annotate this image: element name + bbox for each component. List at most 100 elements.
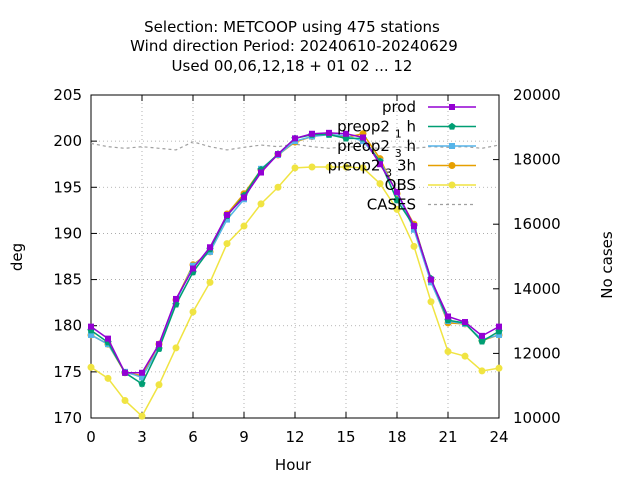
data-point-prod xyxy=(428,276,434,283)
axis-ticks: 0 3 6 9 12 15 18 21 24 170 175 180 185 190 195 200 205 10… xyxy=(53,86,560,446)
data-point-OBS xyxy=(427,298,435,306)
legend-label: preop2 3 h xyxy=(337,137,416,160)
data-point-prod xyxy=(156,341,162,348)
data-point-OBS xyxy=(393,205,401,213)
data-point-prod xyxy=(309,130,315,137)
y-tick-label: 200 xyxy=(53,132,82,150)
data-point-prod xyxy=(275,151,281,158)
y-tick-label: 180 xyxy=(53,317,82,335)
legend-marker xyxy=(448,162,456,169)
data-point-OBS xyxy=(274,183,282,191)
y-tick-label: 185 xyxy=(53,271,82,289)
data-point-prod xyxy=(241,194,247,201)
title-line-3: Used 00,06,12,18 + 01 02 ... 12 xyxy=(172,57,413,75)
data-point-prod xyxy=(173,295,179,302)
data-point-OBS xyxy=(291,164,299,172)
data-point-prod xyxy=(139,369,145,376)
series-layer xyxy=(87,129,503,420)
legend-marker xyxy=(449,143,455,149)
title-line-2: Wind direction Period: 20240610-20240629 xyxy=(130,37,458,55)
data-point-OBS xyxy=(359,164,367,172)
data-point-preop2_1h xyxy=(478,337,486,345)
data-point-preop2_3h xyxy=(139,374,145,381)
data-point-preop2_1h xyxy=(393,196,401,204)
data-point-prod xyxy=(445,313,451,320)
data-point-prod xyxy=(258,169,264,176)
data-point-prod xyxy=(190,265,196,272)
series-OBS xyxy=(87,163,503,420)
series-prod xyxy=(88,129,502,376)
y2-tick-label: 16000 xyxy=(513,215,561,233)
data-point-prod xyxy=(326,129,332,136)
data-point-OBS xyxy=(308,163,316,171)
data-point-prod xyxy=(292,135,298,142)
legend-marker xyxy=(449,104,455,110)
data-point-OBS xyxy=(342,163,350,171)
x-tick-label: 21 xyxy=(438,428,457,446)
data-point-OBS xyxy=(104,374,112,382)
data-point-OBS xyxy=(155,381,163,389)
data-point-prod xyxy=(462,319,468,326)
title-line-1: Selection: METCOOP using 475 stations xyxy=(144,18,440,36)
chart-title: Selection: METCOOP using 475 stations Wi… xyxy=(130,18,458,75)
legend-item-OBS: OBS xyxy=(385,176,476,194)
x-tick-label: 9 xyxy=(239,428,249,446)
data-point-prod xyxy=(343,130,349,137)
legend-label: prod xyxy=(382,98,416,116)
data-point-prod xyxy=(360,134,366,141)
y2-tick-label: 10000 xyxy=(513,409,561,427)
data-point-preop2_3h xyxy=(411,226,417,233)
data-point-OBS xyxy=(410,242,418,250)
legend-label: preop2 1 h xyxy=(337,118,416,141)
y-tick-label: 195 xyxy=(53,178,82,196)
x-axis-label: Hour xyxy=(275,456,312,474)
y-tick-label: 205 xyxy=(53,86,82,104)
legend-item-preop2_3h: preop2 3 h xyxy=(337,137,476,160)
data-point-OBS xyxy=(325,163,333,171)
data-point-prod xyxy=(224,211,230,218)
data-point-prod xyxy=(122,369,128,376)
y-tick-label: 175 xyxy=(53,363,82,381)
data-point-prod xyxy=(479,332,485,339)
x-tick-label: 12 xyxy=(285,428,304,446)
data-point-prod xyxy=(207,244,213,251)
x-tick-label: 24 xyxy=(489,428,508,446)
data-point-prod xyxy=(394,188,400,195)
data-point-OBS xyxy=(138,412,146,420)
legend-label: preop2 3 3h xyxy=(328,157,416,180)
y2-tick-label: 14000 xyxy=(513,280,561,298)
data-point-OBS xyxy=(172,344,180,352)
y2-tick-label: 12000 xyxy=(513,344,561,362)
legend-item-preop2_3h_b: preop2 3 3h xyxy=(328,157,476,180)
data-point-prod xyxy=(88,323,94,330)
data-point-OBS xyxy=(87,363,95,371)
y2-axis-label: No cases xyxy=(598,231,616,299)
data-point-preop2_1h xyxy=(138,380,146,387)
data-point-prod xyxy=(105,335,111,342)
x-tick-label: 6 xyxy=(188,428,198,446)
data-point-OBS xyxy=(376,180,384,188)
data-point-OBS xyxy=(257,200,265,208)
data-point-OBS xyxy=(240,222,248,230)
data-point-prod xyxy=(496,323,502,330)
data-point-prod xyxy=(377,161,383,168)
data-point-OBS xyxy=(461,352,469,360)
legend-marker xyxy=(448,181,456,189)
y2-tick-label: 18000 xyxy=(513,151,561,169)
x-tick-label: 0 xyxy=(86,428,96,446)
x-tick-label: 15 xyxy=(336,428,355,446)
legend-item-preop2_1h: preop2 1 h xyxy=(337,118,476,141)
data-point-OBS xyxy=(478,367,486,375)
legend-label: OBS xyxy=(385,176,416,194)
data-point-preop2_3h xyxy=(496,331,502,338)
x-tick-label: 18 xyxy=(387,428,406,446)
legend-item-CASES: CASES xyxy=(367,196,476,214)
legend-item-prod: prod xyxy=(382,98,476,116)
y-axis-label: deg xyxy=(8,243,26,271)
data-point-preop2_3h xyxy=(88,331,94,338)
data-point-OBS xyxy=(495,364,503,372)
y-tick-label: 190 xyxy=(53,224,82,242)
legend-marker xyxy=(448,122,456,130)
